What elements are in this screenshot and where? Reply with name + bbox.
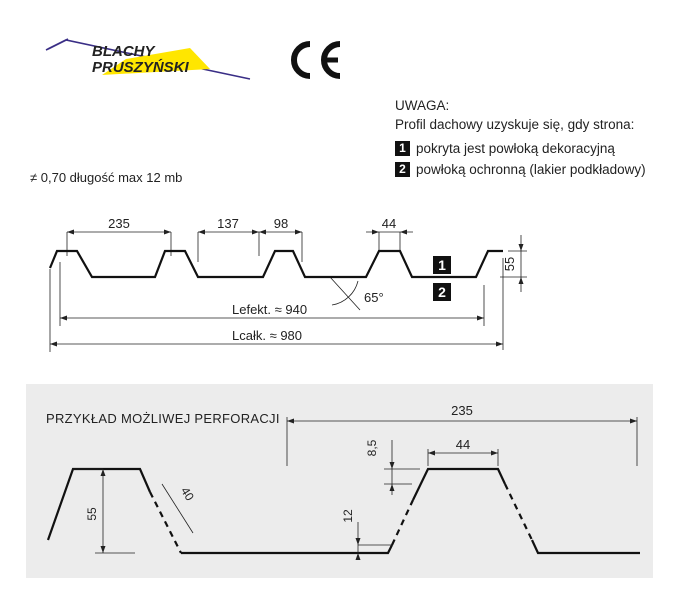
badge-2: 2 <box>395 162 410 177</box>
side-2-marker <box>433 283 451 301</box>
company-logo: BLACHY PRUSZYŃSKI <box>45 38 251 80</box>
side-1-marker <box>433 256 451 274</box>
perf-profile-left <box>46 467 152 541</box>
dim-angle-label: 65° <box>364 290 384 305</box>
side-1-label: 1 <box>438 257 446 273</box>
perf-dim-height-label: 55 <box>85 507 99 521</box>
logo-line2: PRUSZYŃSKI <box>92 58 190 76</box>
perf-dim-top-label: 44 <box>456 437 470 452</box>
trapezoid-profile-line <box>48 249 503 279</box>
notice-text: Profil dachowy uzyskuje się, gdy strona: <box>395 117 635 132</box>
perforation-panel <box>26 384 653 578</box>
dim-top-label: 44 <box>382 216 396 231</box>
ce-mark-icon <box>291 41 341 79</box>
perf-hole-left <box>149 491 182 554</box>
logo-line1: BLACHY <box>92 43 156 60</box>
dim-bottom-label: 137 <box>217 216 239 231</box>
perf-hole-right <box>504 483 533 541</box>
notice-title: UWAGA: <box>395 98 450 113</box>
dim-height-label: 55 <box>502 257 517 271</box>
notice-item-2: 2 powłoką ochronną (lakier podkładowy) <box>395 162 646 177</box>
badge-1: 1 <box>395 141 410 156</box>
perf-hole-center <box>391 499 414 546</box>
perf-dim-bottomgap-label: 12 <box>341 509 355 523</box>
perf-profile-right <box>531 539 640 555</box>
notice-item-1-label: pokryta jest powłoką dekoracyjną <box>416 141 615 156</box>
perf-dim-topgap-label: 8,5 <box>365 439 379 456</box>
logo-roof-edge <box>45 38 69 51</box>
profile-cross-section: 1 2 235 137 98 44 55 65° Lefekt. ≈ 940 L… <box>48 216 527 352</box>
dim-total-label: Lcałk. ≈ 980 <box>232 328 302 343</box>
notice-item-2-label: powłoką ochronną (lakier podkładowy) <box>416 162 646 177</box>
perf-dim-pitch-label: 235 <box>451 403 473 418</box>
perf-dim-hole-label: 40 <box>178 485 197 504</box>
dim-effective-label: Lefekt. ≈ 940 <box>232 302 307 317</box>
logo-yellow-shape <box>102 48 210 75</box>
dim-slope-label: 98 <box>274 216 288 231</box>
side-2-label: 2 <box>438 284 446 300</box>
notice-block: UWAGA: Profil dachowy uzyskuje się, gdy … <box>395 96 634 134</box>
perforation-title: PRZYKŁAD MOŻLIWEJ PERFORACJI <box>46 411 280 426</box>
spec-text: ≠ 0,70 długość max 12 mb <box>30 170 183 185</box>
perf-dim-line-40 <box>161 483 194 534</box>
dim-pitch-label: 235 <box>108 216 130 231</box>
notice-item-1: 1 pokryta jest powłoką dekoracyjną <box>395 141 615 156</box>
